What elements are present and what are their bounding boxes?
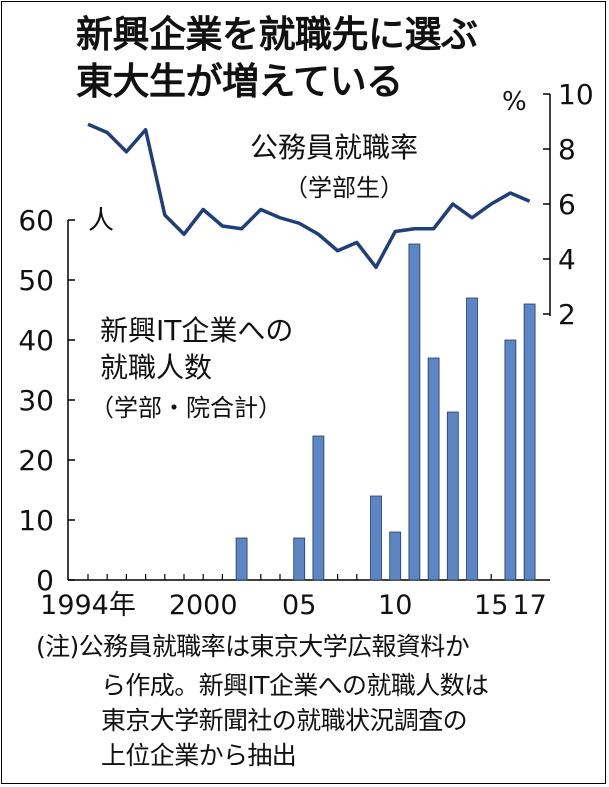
x-axis-tick-label: 2000 — [169, 590, 238, 621]
x-axis-tick-label: 1994年 — [40, 590, 136, 621]
chart-title-line1: 新興企業を就職先に選ぶ — [76, 13, 478, 56]
right-axis-tick-label: 8 — [558, 133, 576, 166]
bar-series-label-2: 就職人数 — [100, 351, 212, 384]
left-axis-tick-label: 60 — [18, 204, 54, 237]
bar-it-hires — [370, 495, 382, 581]
bar-it-hires — [504, 339, 517, 581]
note-line-1: (注)公務員就職率は東京大学広報資料か — [36, 632, 470, 661]
right-axis-tick-label: 6 — [558, 188, 576, 221]
chart-title-line2: 東大生が増えている — [76, 60, 403, 103]
right-axis-tick-label: 10 — [558, 78, 594, 111]
right-axis-tick-label: 2 — [558, 298, 576, 331]
bar-series-sublabel: （学部・院合計） — [90, 394, 282, 422]
x-axis-tick-label: 05 — [282, 590, 316, 621]
left-axis-unit: 人 — [88, 206, 114, 236]
note-line-4: 上位企業から抽出 — [101, 741, 297, 770]
left-axis-tick-label: 30 — [18, 384, 54, 417]
note-line-3: 東京大学新聞社の就職状況調査の — [101, 706, 468, 735]
bar-it-hires — [312, 435, 325, 581]
bar-series-label-1: 新興IT企業への — [100, 314, 293, 347]
left-axis-tick-label: 20 — [18, 444, 54, 477]
left-axis-tick-label: 0 — [36, 564, 54, 597]
chart-canvas: 公務員就職率 （学部生） 新興IT企業への 就職人数 （学部・院合計） 人 % … — [18, 78, 593, 621]
left-axis-tick-label: 10 — [18, 504, 54, 537]
bar-it-hires — [466, 297, 478, 581]
x-axis-tick-label: 10 — [378, 590, 412, 621]
note-line-2: ら作成。新興IT企業への就職人数は — [101, 671, 489, 700]
left-axis-tick-label: 50 — [18, 264, 54, 297]
right-axis-unit: % — [502, 87, 527, 117]
line-series-sublabel: （学部生） — [284, 174, 404, 202]
bar-it-hires — [427, 357, 440, 581]
left-axis-tick-label: 40 — [18, 324, 54, 357]
bar-it-hires — [293, 537, 306, 581]
line-series-label: 公務員就職率 — [250, 131, 418, 164]
right-axis-tick-label: 4 — [558, 243, 576, 276]
bar-it-hires — [408, 243, 421, 581]
bar-it-hires — [446, 411, 459, 581]
bar-it-hires — [523, 303, 536, 581]
line-civil-service-rate — [87, 122, 531, 269]
bar-it-hires — [389, 531, 402, 581]
x-axis-tick-label: 15 — [474, 590, 508, 621]
bar-it-hires — [235, 537, 248, 581]
x-axis-tick-label: 17 — [512, 590, 546, 621]
plot-area: 0 10 20 30 40 50 60 2 4 6 8 10 1994年 2000 05 10 15 17 — [18, 78, 593, 621]
